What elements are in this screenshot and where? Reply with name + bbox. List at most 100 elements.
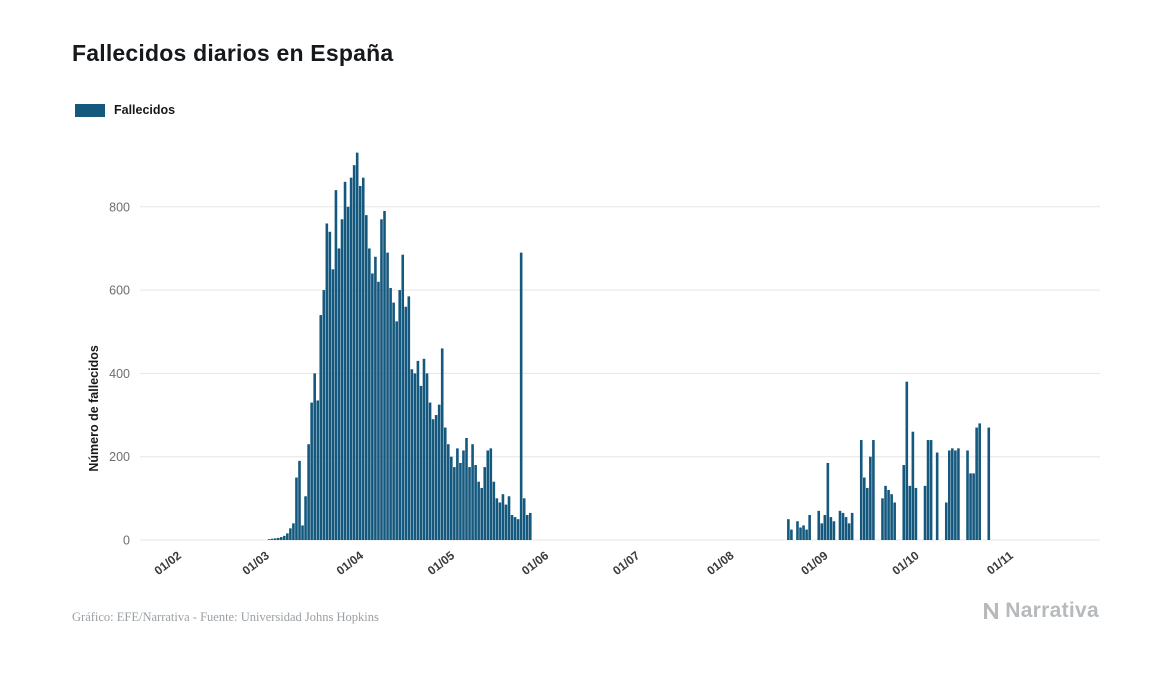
bar xyxy=(459,462,462,540)
bar xyxy=(802,525,805,540)
bar xyxy=(343,181,347,540)
bar xyxy=(334,190,338,540)
x-tick-label: 01/02 xyxy=(152,548,185,578)
narrativa-logo-text: Narrativa xyxy=(1005,599,1099,622)
bar xyxy=(419,385,423,540)
bar xyxy=(477,481,480,540)
bar xyxy=(371,273,374,540)
bar xyxy=(398,290,401,540)
x-tick-labels: 01/02 01/03 01/04 01/05 01/06 01/07 01/08 01/09… xyxy=(152,548,1017,578)
bar xyxy=(443,427,447,540)
bar xyxy=(969,473,972,540)
bar xyxy=(337,248,341,540)
bar xyxy=(328,231,332,541)
x-tick-label: 01/10 xyxy=(889,548,922,578)
bar xyxy=(528,512,532,540)
bar xyxy=(425,373,429,540)
bar xyxy=(504,504,508,540)
bar xyxy=(422,358,426,540)
legend: Fallecidos xyxy=(75,103,175,117)
narrativa-n-icon xyxy=(984,603,999,619)
bar xyxy=(386,252,389,540)
bar xyxy=(368,248,371,540)
bar xyxy=(887,490,890,540)
bar xyxy=(902,465,906,540)
bar xyxy=(273,538,277,540)
bar xyxy=(361,177,365,540)
bar xyxy=(987,427,991,540)
bar xyxy=(383,210,386,540)
bar xyxy=(468,467,471,540)
bar xyxy=(465,437,468,540)
bar xyxy=(513,517,517,540)
bar xyxy=(446,444,450,540)
bar xyxy=(829,517,833,540)
x-tick-label: 01/07 xyxy=(610,548,643,578)
bar xyxy=(319,315,323,540)
y-axis-label: Número de fallecidos xyxy=(87,345,101,471)
bar xyxy=(501,494,505,540)
bar xyxy=(374,256,377,540)
bar xyxy=(908,485,912,540)
legend-swatch xyxy=(75,103,105,117)
bar xyxy=(453,467,456,540)
bar xyxy=(434,415,438,540)
bar xyxy=(823,515,827,540)
bar xyxy=(307,444,310,540)
narrativa-logo: Narrativa xyxy=(980,599,1099,623)
bar xyxy=(322,290,326,540)
y-tick-label: 600 xyxy=(109,284,130,298)
bar xyxy=(401,254,405,540)
bar xyxy=(286,533,289,540)
x-tick-label: 01/09 xyxy=(798,548,831,578)
bar xyxy=(270,538,274,540)
bar xyxy=(522,498,526,540)
bar xyxy=(893,502,896,540)
bar xyxy=(407,296,411,540)
bar xyxy=(866,487,869,540)
bar xyxy=(787,519,790,540)
bar xyxy=(954,450,957,540)
bar xyxy=(948,450,951,540)
bar xyxy=(340,219,344,541)
bar xyxy=(489,448,493,540)
bar xyxy=(304,496,307,540)
bar xyxy=(325,223,329,540)
bar xyxy=(805,529,808,540)
bar xyxy=(944,502,948,540)
bar xyxy=(377,281,380,540)
bar xyxy=(495,498,499,540)
bar xyxy=(869,456,872,540)
x-tick-label: 01/05 xyxy=(425,548,458,578)
bar xyxy=(844,517,848,540)
bar xyxy=(890,494,893,540)
bar xyxy=(519,252,523,540)
bar xyxy=(276,537,280,540)
bar xyxy=(462,450,465,540)
bar xyxy=(346,206,350,541)
bar xyxy=(289,528,292,540)
bar xyxy=(295,477,298,540)
bar xyxy=(474,465,477,540)
bar xyxy=(486,450,490,540)
x-tick-label: 01/06 xyxy=(519,548,552,578)
x-tick-label: 01/11 xyxy=(984,548,1016,577)
bar xyxy=(355,152,359,540)
bar xyxy=(914,487,918,540)
bar xyxy=(862,477,866,540)
x-tick-label: 01/03 xyxy=(240,548,273,578)
bar xyxy=(929,440,933,540)
chart-title: Fallecidos diarios en España xyxy=(72,40,394,66)
bar xyxy=(978,423,981,540)
bar xyxy=(283,535,286,540)
bar xyxy=(510,515,514,540)
bar xyxy=(881,498,884,540)
bar xyxy=(841,512,845,540)
bar xyxy=(872,440,875,540)
bar xyxy=(926,440,930,540)
bar xyxy=(431,419,435,540)
bar xyxy=(380,219,383,541)
bar xyxy=(966,450,969,540)
bars-series xyxy=(267,152,991,541)
